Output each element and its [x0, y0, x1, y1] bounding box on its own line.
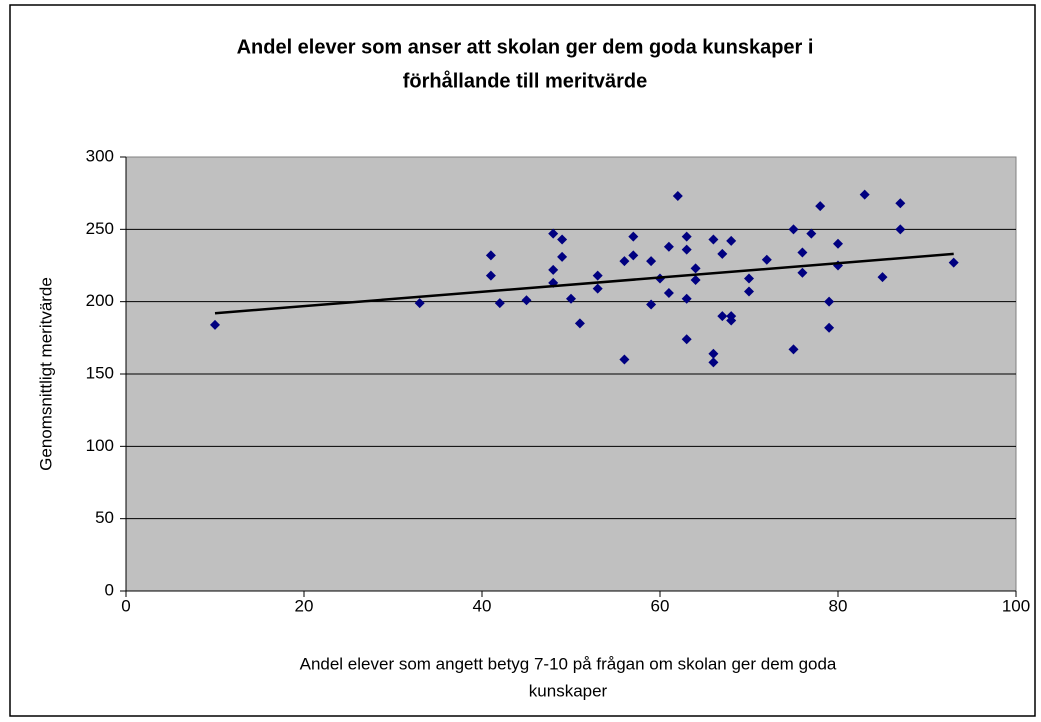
y-tick-label: 150 — [86, 363, 114, 382]
data-point — [948, 257, 959, 268]
data-point — [681, 293, 692, 304]
x-axis-label: kunskaper — [529, 681, 608, 700]
data-point — [663, 241, 674, 252]
data-point — [557, 234, 568, 245]
data-point — [628, 231, 639, 242]
data-point — [708, 357, 719, 368]
data-point — [708, 348, 719, 359]
data-point — [619, 354, 630, 365]
x-tick-label: 40 — [473, 596, 492, 615]
data-point — [717, 311, 728, 322]
x-tick-label: 20 — [295, 596, 314, 615]
data-point — [726, 235, 737, 246]
y-tick-label: 200 — [86, 291, 114, 310]
data-point — [824, 296, 835, 307]
data-point — [681, 244, 692, 255]
data-point — [592, 270, 603, 281]
data-point — [521, 295, 532, 306]
data-point — [726, 315, 737, 326]
data-point — [646, 299, 657, 310]
data-point — [815, 201, 826, 212]
data-point — [744, 286, 754, 297]
y-tick-label: 250 — [86, 219, 114, 238]
y-tick-label: 300 — [86, 146, 114, 165]
data-point — [681, 334, 692, 345]
data-point — [806, 228, 817, 239]
data-point — [628, 250, 639, 261]
y-tick-label: 100 — [86, 436, 114, 455]
data-point — [494, 298, 505, 309]
data-point — [619, 256, 630, 267]
y-tick-label: 0 — [105, 580, 114, 599]
data-point — [797, 267, 808, 278]
x-tick-label: 100 — [1002, 596, 1030, 615]
x-tick-label: 0 — [121, 596, 130, 615]
data-point — [485, 250, 496, 261]
data-point — [895, 224, 906, 235]
y-tick-label: 50 — [95, 508, 114, 527]
data-point — [788, 224, 799, 235]
x-tick-label: 60 — [651, 596, 670, 615]
chart-title: Andel elever som anser att skolan ger de… — [237, 36, 814, 58]
data-point — [708, 234, 719, 245]
data-point — [788, 344, 799, 355]
data-point — [797, 247, 808, 258]
data-point — [646, 256, 657, 267]
data-point — [485, 270, 496, 281]
data-point — [414, 298, 425, 309]
x-tick-label: 80 — [829, 596, 848, 615]
data-point — [681, 231, 692, 242]
data-point — [833, 238, 843, 249]
data-point — [663, 287, 674, 298]
data-point — [824, 322, 835, 333]
chart-title: förhållande till meritvärde — [403, 69, 648, 92]
data-point — [859, 189, 870, 200]
data-point — [690, 263, 701, 274]
data-point — [210, 319, 220, 330]
data-point — [717, 248, 728, 259]
data-point — [744, 273, 754, 284]
data-point — [548, 264, 559, 275]
trendline — [214, 252, 954, 315]
y-axis-label: Genomsnittligt meritvärde — [36, 277, 55, 471]
data-point — [895, 198, 906, 209]
data-point — [566, 293, 576, 304]
data-point — [548, 228, 559, 239]
data-point — [672, 191, 683, 202]
x-axis-label: Andel elever som angett betyg 7-10 på fr… — [300, 654, 837, 673]
data-point — [690, 274, 701, 285]
data-point — [557, 251, 568, 262]
data-point — [877, 272, 888, 283]
data-point — [592, 283, 603, 294]
data-point — [761, 254, 772, 265]
data-point — [574, 318, 585, 329]
